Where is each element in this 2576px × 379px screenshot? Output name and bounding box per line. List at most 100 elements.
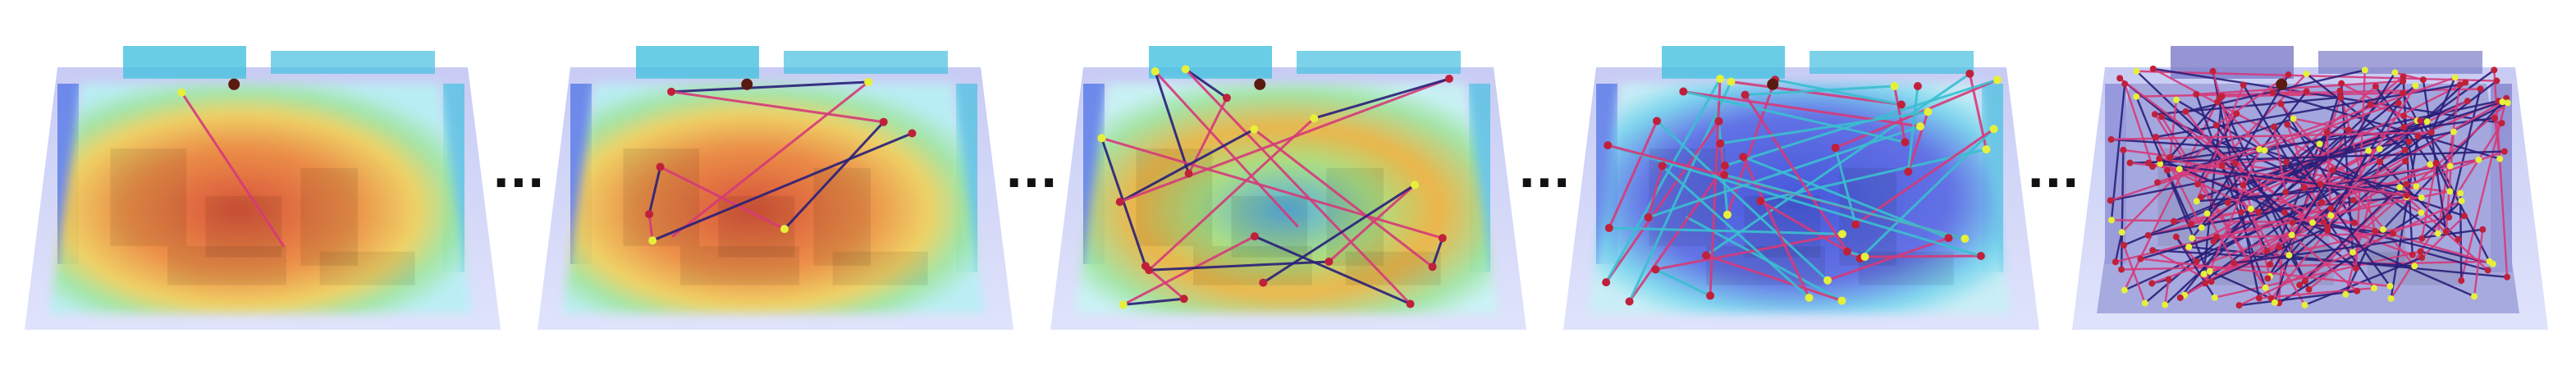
path-edge: [1759, 148, 1987, 203]
path-edge: [1834, 147, 1857, 225]
path-node: [2386, 282, 2394, 290]
panel-1: [25, 46, 501, 330]
path-node: [2284, 121, 2291, 128]
path-node: [2107, 197, 2114, 204]
path-node: [2372, 83, 2379, 90]
path-edge: [2140, 235, 2217, 260]
path-node: [2409, 251, 2416, 258]
path-edges: [1604, 72, 1998, 303]
path-node: [1625, 297, 1634, 306]
path-node: [2206, 267, 2213, 275]
path-node: [2446, 162, 2454, 170]
path-edge: [2114, 231, 2123, 263]
path-node: [2288, 231, 2295, 239]
path-node: [2475, 156, 2482, 163]
path-node: [2214, 98, 2221, 106]
path-node: [2163, 167, 2171, 174]
path-edge: [2354, 70, 2367, 269]
path-edge: [783, 121, 885, 231]
path-node: [2271, 299, 2278, 306]
path-node: [2275, 244, 2282, 251]
path-nodes: [2107, 65, 2511, 309]
path-edge: [1119, 77, 1450, 203]
path-edge: [2234, 228, 2483, 264]
path-edge: [2459, 193, 2463, 281]
path-node: [2107, 136, 2115, 144]
path-node: [1097, 134, 1106, 143]
path-edge: [1101, 136, 1444, 240]
path-edge: [1865, 254, 1981, 258]
path-node: [2198, 194, 2205, 201]
path-node: [2133, 67, 2140, 75]
path-node: [1115, 198, 1124, 207]
path-edge: [2130, 150, 2505, 164]
path-node: [2349, 249, 2356, 256]
path-node: [2489, 260, 2496, 267]
path-edge: [1628, 165, 1727, 303]
path-nodes: [645, 77, 917, 245]
path-node: [2458, 277, 2465, 285]
path-edge: [1647, 165, 1664, 218]
path-node: [2203, 210, 2211, 217]
path-node: [2201, 280, 2208, 287]
path-edge: [2420, 162, 2437, 239]
path-edge: [2370, 103, 2421, 122]
path-node: [2116, 75, 2124, 82]
path-node: [2389, 230, 2396, 237]
path-node: [864, 77, 873, 86]
path-node: [1222, 94, 1231, 103]
path-node: [2193, 198, 2200, 205]
path-node: [2329, 167, 2336, 174]
path-node: [2285, 252, 2293, 259]
path-node: [1989, 125, 1998, 134]
path-node: [2484, 267, 2491, 274]
path-node: [2318, 199, 2326, 206]
path-node: [2269, 89, 2276, 96]
path-node: [2458, 197, 2465, 204]
coverage-heatmap: [49, 84, 472, 313]
path-node: [2400, 73, 2407, 80]
path-node: [1831, 144, 1840, 153]
path-node: [2442, 228, 2450, 235]
path-edge: [647, 167, 662, 215]
path-node: [879, 117, 888, 126]
path-node: [1651, 265, 1660, 274]
path-edge: [2421, 215, 2465, 258]
path-node: [2262, 284, 2269, 291]
path-node: [1837, 230, 1846, 239]
path-node: [2212, 233, 2220, 240]
path-node: [2427, 129, 2435, 136]
path-edge: [1655, 120, 1829, 281]
path-node: [2107, 217, 2115, 224]
path-nodes: [1097, 65, 1453, 309]
path-node: [2224, 199, 2231, 207]
path-node: [1739, 153, 1748, 162]
path-edge: [2159, 162, 2259, 213]
path-node: [2256, 146, 2263, 153]
path-node: [2337, 94, 2345, 101]
path-node: [2308, 219, 2316, 226]
path-edge: [2110, 130, 2455, 202]
path-edge: [1827, 236, 1949, 282]
path-node: [1679, 87, 1688, 96]
path-node: [2434, 230, 2441, 237]
path-node: [2112, 258, 2119, 266]
path-node: [2418, 209, 2425, 217]
path-node: [2152, 133, 2159, 140]
path-node: [2462, 79, 2469, 86]
path-node: [1720, 161, 1729, 170]
path-edge: [2390, 135, 2419, 299]
path-edge: [2206, 74, 2290, 214]
path-node: [2418, 254, 2426, 262]
path-node: [2477, 85, 2484, 93]
path-edge: [2430, 77, 2456, 133]
path-node: [1706, 291, 1715, 300]
path-edge: [1906, 111, 1929, 172]
path-node: [2324, 224, 2331, 231]
path-edge: [652, 132, 913, 242]
path-edge: [1119, 128, 1255, 203]
path-edge: [2214, 250, 2421, 299]
path-node: [1837, 296, 1846, 305]
path-node: [2148, 280, 2156, 287]
